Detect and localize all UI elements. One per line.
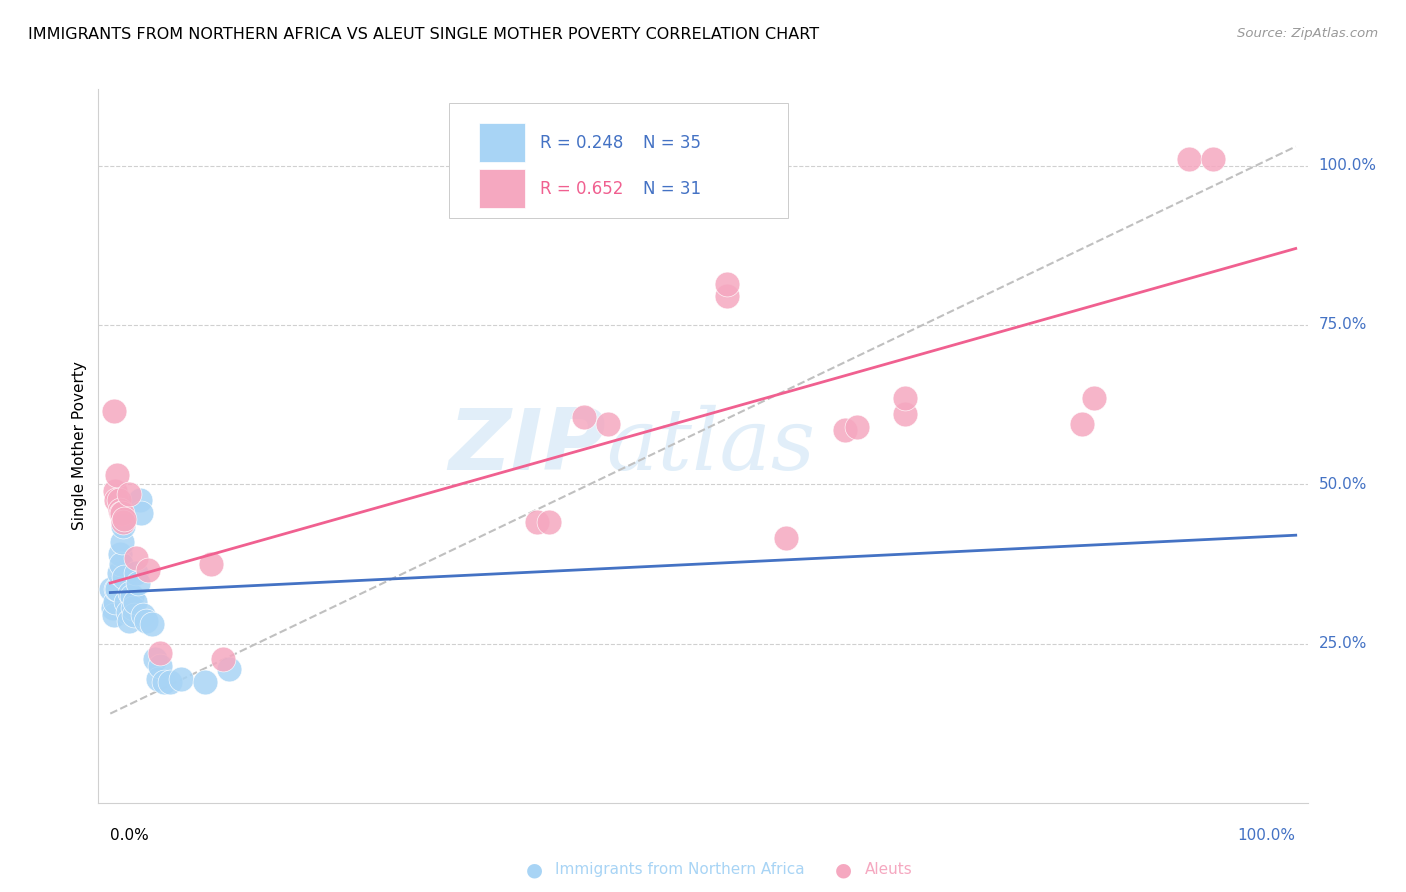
Point: [1178, 153, 1201, 167]
Point: [125, 566, 148, 581]
Point: [111, 506, 134, 520]
Point: [716, 277, 738, 291]
Point: [834, 423, 856, 437]
Point: [118, 614, 141, 628]
Point: [101, 601, 124, 615]
Point: [120, 585, 142, 599]
Text: 100.0%: 100.0%: [1319, 158, 1376, 173]
Point: [114, 512, 136, 526]
Point: [129, 493, 152, 508]
FancyBboxPatch shape: [479, 123, 526, 162]
Point: [103, 607, 125, 622]
Text: 50.0%: 50.0%: [1319, 476, 1367, 491]
Point: [141, 617, 163, 632]
Point: [100, 582, 122, 597]
Point: [170, 672, 193, 686]
Text: 100.0%: 100.0%: [1237, 828, 1296, 843]
FancyBboxPatch shape: [479, 169, 526, 208]
Text: Immigrants from Northern Africa: Immigrants from Northern Africa: [555, 863, 806, 877]
Point: [105, 493, 128, 508]
Point: [598, 417, 620, 431]
Point: [136, 563, 159, 577]
Point: [121, 589, 143, 603]
Point: [143, 652, 166, 666]
Text: 25.0%: 25.0%: [1319, 636, 1367, 651]
Point: [105, 467, 128, 482]
Point: [108, 547, 131, 561]
Point: [107, 566, 129, 581]
Point: [893, 407, 915, 421]
Point: [194, 674, 217, 689]
Point: [103, 404, 125, 418]
Text: ●: ●: [526, 860, 543, 880]
Text: N = 31: N = 31: [643, 179, 700, 197]
Text: R = 0.652: R = 0.652: [540, 179, 623, 197]
Point: [125, 550, 148, 565]
Text: N = 35: N = 35: [643, 134, 700, 152]
Point: [121, 601, 143, 615]
Point: [127, 576, 149, 591]
Point: [112, 516, 135, 530]
Y-axis label: Single Mother Poverty: Single Mother Poverty: [72, 361, 87, 531]
Text: ●: ●: [835, 860, 852, 880]
Text: 75.0%: 75.0%: [1319, 318, 1367, 333]
Point: [135, 614, 157, 628]
Point: [775, 532, 797, 546]
Point: [114, 569, 136, 583]
Point: [104, 483, 127, 498]
Text: IMMIGRANTS FROM NORTHERN AFRICA VS ALEUT SINGLE MOTHER POVERTY CORRELATION CHART: IMMIGRANTS FROM NORTHERN AFRICA VS ALEUT…: [28, 27, 820, 42]
Text: Aleuts: Aleuts: [865, 863, 912, 877]
Point: [1202, 153, 1225, 167]
Point: [846, 420, 869, 434]
Point: [200, 557, 222, 571]
Point: [117, 605, 139, 619]
Point: [149, 646, 172, 660]
Point: [1083, 391, 1105, 405]
Point: [105, 582, 128, 597]
Point: [149, 658, 172, 673]
FancyBboxPatch shape: [449, 103, 787, 218]
Point: [537, 516, 560, 530]
Point: [107, 493, 129, 508]
Point: [146, 672, 169, 686]
Point: [132, 607, 155, 622]
Point: [212, 652, 235, 666]
Point: [893, 391, 915, 405]
Point: [110, 557, 132, 571]
Text: ZIP: ZIP: [449, 404, 606, 488]
Point: [1071, 417, 1094, 431]
Point: [114, 595, 136, 609]
Point: [526, 516, 548, 530]
Point: [129, 506, 152, 520]
Point: [118, 487, 141, 501]
Point: [218, 662, 240, 676]
Point: [152, 674, 174, 689]
Point: [122, 607, 145, 622]
Text: Source: ZipAtlas.com: Source: ZipAtlas.com: [1237, 27, 1378, 40]
Point: [124, 595, 146, 609]
Point: [108, 502, 131, 516]
Point: [105, 582, 128, 597]
Point: [111, 534, 134, 549]
Point: [104, 595, 127, 609]
Point: [716, 289, 738, 303]
Point: [574, 410, 596, 425]
Text: R = 0.248: R = 0.248: [540, 134, 623, 152]
Text: atlas: atlas: [606, 405, 815, 487]
Text: 0.0%: 0.0%: [110, 828, 149, 843]
Point: [112, 518, 135, 533]
Point: [159, 674, 181, 689]
Point: [110, 506, 132, 520]
